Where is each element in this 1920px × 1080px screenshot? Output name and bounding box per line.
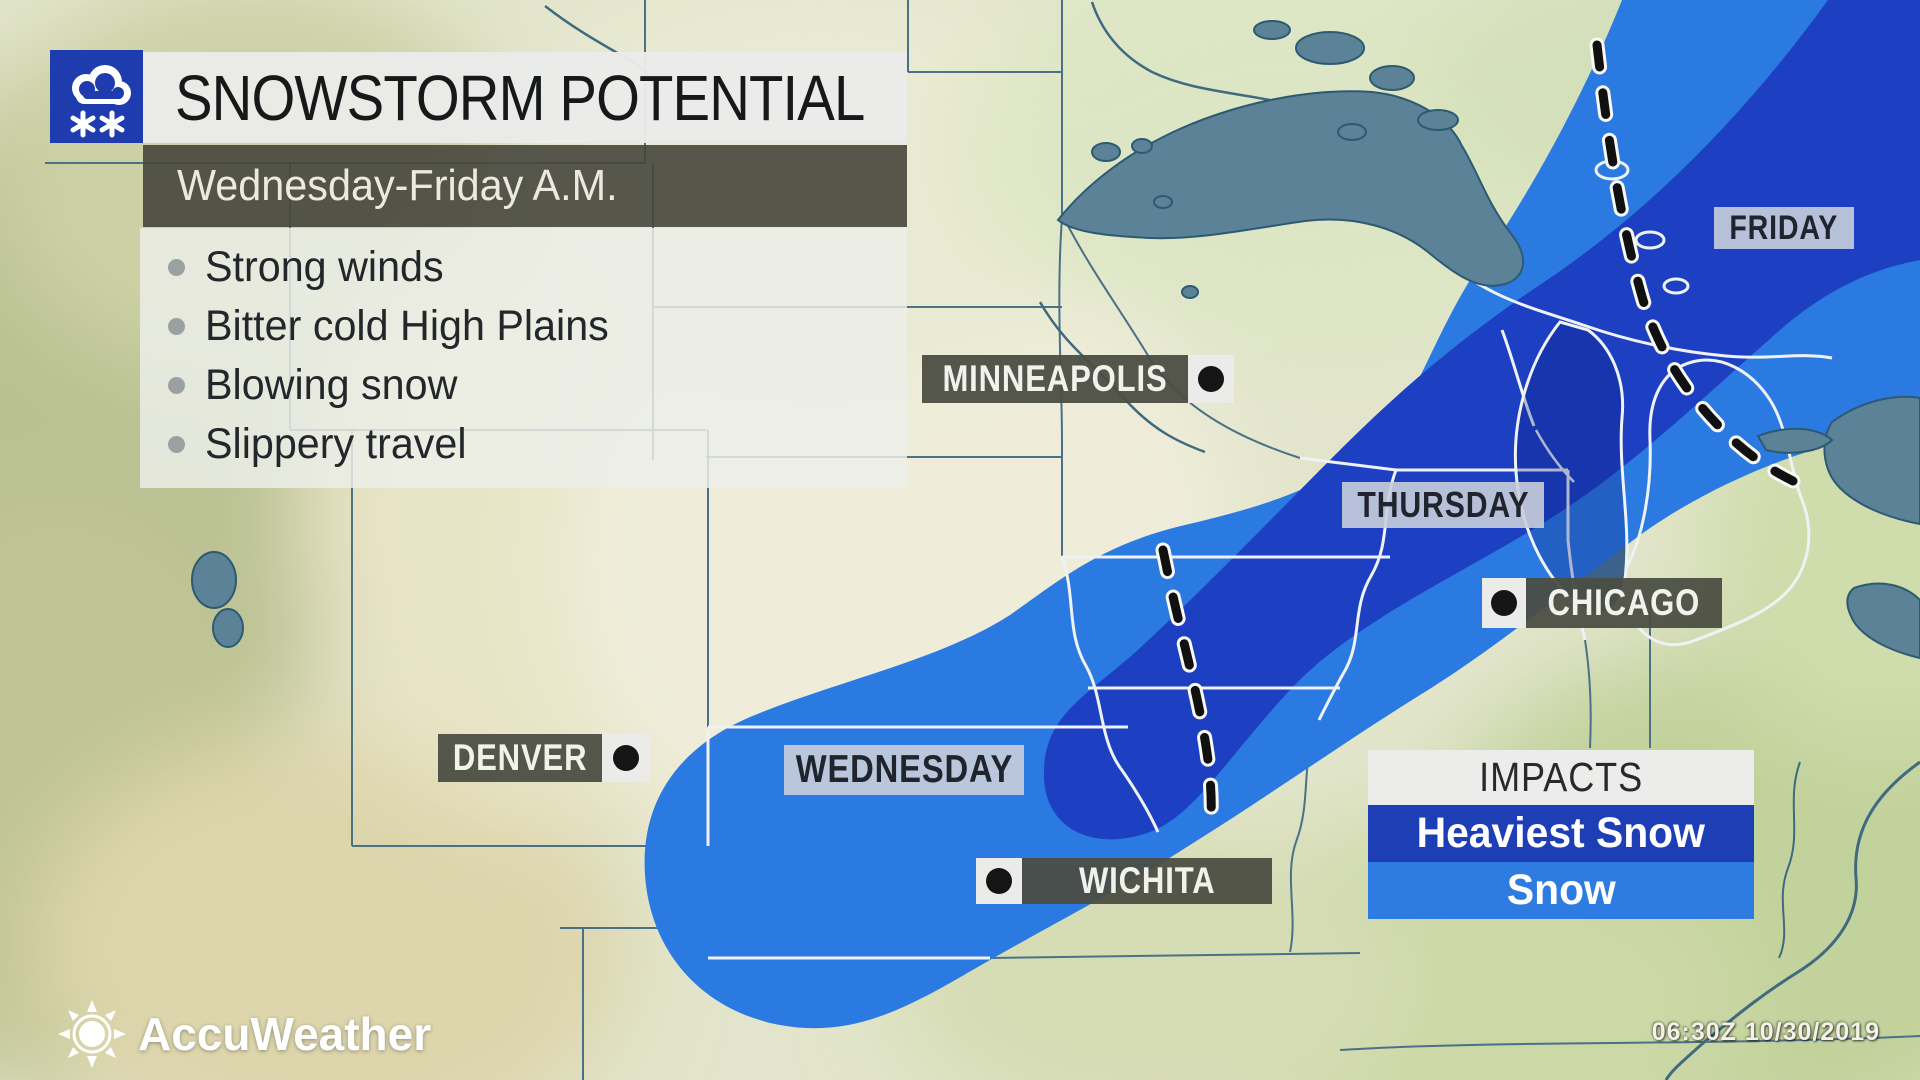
page-title: SNOWSTORM POTENTIAL	[175, 61, 865, 134]
accuweather-logo: AccuWeather	[56, 1000, 431, 1068]
city-label-denver: DENVER	[438, 734, 650, 782]
city-marker	[1188, 355, 1234, 403]
city-marker	[976, 858, 1022, 904]
bullet-icon	[168, 377, 185, 394]
day-label-wednesday: WEDNESDAY	[784, 745, 1024, 795]
timestamp: 06:30Z 10/30/2019	[1651, 1018, 1880, 1046]
city-label-chicago: CHICAGO	[1482, 578, 1722, 628]
city-label-wichita: WICHITA	[976, 858, 1272, 904]
heaviest-snow-band	[1043, 0, 1920, 840]
city-label-minneapolis: MINNEAPOLIS	[922, 355, 1234, 403]
subtitle-bar: Wednesday-Friday A.M.	[143, 145, 907, 227]
legend-title: IMPACTS	[1368, 750, 1754, 805]
bullet-text: Strong winds	[205, 243, 444, 291]
bullet-item: Slippery travel	[140, 415, 907, 474]
lake-erie	[1846, 582, 1920, 660]
lake-huron	[1823, 395, 1920, 526]
bullet-text: Blowing snow	[205, 361, 458, 409]
bullet-icon	[168, 259, 185, 276]
bullet-icon	[168, 436, 185, 453]
day-label-friday: FRIDAY	[1714, 207, 1854, 249]
impact-bullets-panel: Strong winds Bitter cold High Plains Blo…	[140, 228, 907, 488]
bullet-text: Slippery travel	[205, 420, 467, 468]
great-lakes	[191, 20, 1920, 660]
bullet-item: Blowing snow	[140, 356, 907, 415]
day-label-thursday: THURSDAY	[1342, 482, 1544, 528]
snow-cloud-icon	[50, 50, 143, 143]
map-legend: IMPACTS Heaviest Snow Snow	[1368, 750, 1754, 919]
bullet-item: Bitter cold High Plains	[140, 297, 907, 356]
lake-superior	[1056, 90, 1525, 287]
valid-period: Wednesday-Friday A.M.	[177, 161, 618, 210]
bullet-icon	[168, 318, 185, 335]
bullet-item: Strong winds	[140, 238, 907, 297]
bullet-text: Bitter cold High Plains	[205, 302, 609, 350]
legend-item-snow: Snow	[1368, 862, 1754, 919]
day-divider-lines	[1155, 37, 1801, 826]
city-marker	[1482, 578, 1526, 628]
brand-name: AccuWeather	[138, 1008, 432, 1060]
city-marker	[602, 734, 650, 782]
legend-item-heaviest-snow: Heaviest Snow	[1368, 805, 1754, 862]
sun-icon	[58, 1000, 126, 1068]
title-bar: SNOWSTORM POTENTIAL	[143, 52, 907, 143]
